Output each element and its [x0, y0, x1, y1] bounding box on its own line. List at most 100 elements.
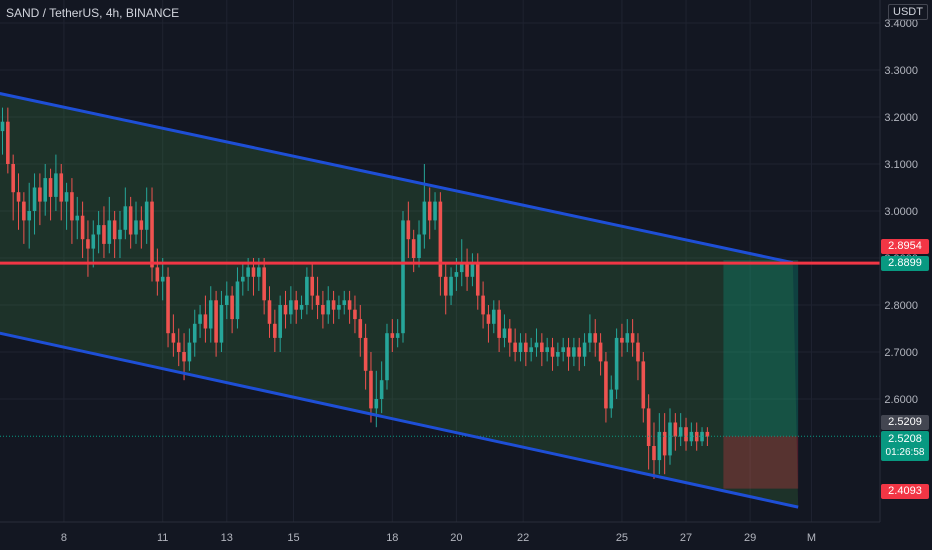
trend-channel[interactable]: [0, 92, 799, 509]
candle-body: [6, 121, 10, 164]
candle-body: [588, 333, 592, 343]
candle-body: [550, 347, 555, 357]
candle-body: [545, 347, 549, 352]
candle-body: [224, 295, 229, 305]
channel-upper-line: [0, 92, 794, 265]
candle-body: [123, 206, 128, 230]
candle-body: [491, 309, 496, 324]
symbol-title[interactable]: SAND / TetherUS, 4h, BINANCE: [6, 6, 180, 20]
candle-body: [294, 300, 298, 310]
candle-body: [705, 431, 710, 437]
candle-body: [150, 201, 154, 268]
candle-body: [443, 276, 448, 296]
time-axis[interactable]: 8 11 13 15 18 20 22 25 27 29 M: [0, 521, 880, 544]
candle-body: [502, 328, 507, 338]
candle-body: [620, 337, 624, 343]
x-tick-label: 25: [616, 532, 628, 544]
candle-body: [508, 328, 512, 343]
candle-body: [689, 431, 694, 442]
candle-body: [310, 276, 315, 296]
candle-body: [208, 300, 213, 329]
candle-body: [395, 333, 400, 338]
candle-body: [347, 300, 352, 310]
candle-body: [48, 178, 53, 197]
price-tag-last: 2.5208 01:26:58: [881, 431, 929, 461]
candle-body: [16, 192, 21, 202]
candle-body: [540, 342, 544, 352]
x-tick-label: 27: [680, 532, 692, 544]
candle-body: [246, 267, 250, 277]
candle-body: [433, 201, 437, 221]
candle-body: [321, 305, 325, 315]
candle-body: [160, 276, 165, 282]
candle-body: [230, 295, 234, 320]
candle-body: [203, 314, 208, 329]
currency-unit[interactable]: USDT: [888, 4, 928, 20]
candle-body: [534, 342, 539, 348]
y-tick-label: 2.7000: [884, 347, 918, 359]
candle-body: [70, 192, 74, 221]
candle-body: [118, 229, 122, 240]
candle-body: [678, 427, 683, 437]
candles: [0, 107, 880, 479]
candle-body: [417, 234, 421, 258]
candle-body: [273, 323, 277, 338]
candle-body: [390, 333, 395, 338]
candle-body: [192, 323, 197, 343]
candle-body: [358, 319, 363, 338]
candle-body: [86, 239, 90, 249]
candle-body: [374, 399, 379, 409]
position-zones: [723, 260, 799, 489]
candle-body: [176, 342, 181, 352]
price-tag-entry: 2.5209: [881, 415, 929, 430]
candle-body: [385, 333, 389, 381]
candle-body: [497, 309, 501, 338]
candle-body: [59, 173, 64, 202]
candle-body: [593, 333, 598, 343]
candle-body: [561, 347, 565, 352]
y-tick-label: 2.8000: [884, 300, 918, 312]
candle-body: [454, 272, 459, 277]
y-tick-label: 3.4000: [884, 18, 918, 30]
candle-body: [662, 431, 667, 456]
candle-body: [459, 262, 464, 273]
candle-body: [577, 347, 582, 357]
candle-body: [641, 361, 646, 409]
candle-body: [64, 192, 69, 202]
price-tag-level: 2.8899: [881, 256, 929, 271]
loss-zone: [723, 436, 799, 489]
candle-body: [315, 295, 320, 305]
candle-body: [465, 262, 469, 277]
candle-body: [513, 342, 517, 352]
candle-body: [102, 225, 106, 244]
x-tick-label: 22: [517, 532, 529, 544]
candle-body: [646, 408, 651, 446]
candle-body: [566, 347, 571, 357]
candle-body: [289, 300, 293, 315]
candle-body: [369, 370, 373, 409]
candle-body: [305, 276, 309, 305]
candle-body: [598, 342, 603, 362]
candle-body: [251, 267, 256, 277]
candle-body: [524, 342, 528, 352]
candle-body: [155, 267, 160, 282]
candle-body: [219, 305, 224, 343]
x-tick-label: 13: [221, 532, 233, 544]
candle-body: [427, 201, 432, 221]
x-tick-label: 8: [61, 532, 67, 544]
candle-body: [614, 337, 619, 390]
y-tick-label: 3.2000: [884, 112, 918, 124]
candle-body: [75, 215, 80, 221]
candle-body: [91, 234, 96, 249]
candle-body: [267, 300, 272, 324]
candle-body: [54, 173, 58, 197]
candle-body: [630, 333, 635, 343]
candle-body: [411, 239, 416, 258]
candle-body: [331, 300, 336, 310]
y-tick-label: 3.3000: [884, 65, 918, 77]
candle-body: [283, 305, 288, 315]
candle-body: [166, 276, 170, 334]
candle-body: [262, 267, 266, 301]
candle-body: [187, 342, 192, 362]
